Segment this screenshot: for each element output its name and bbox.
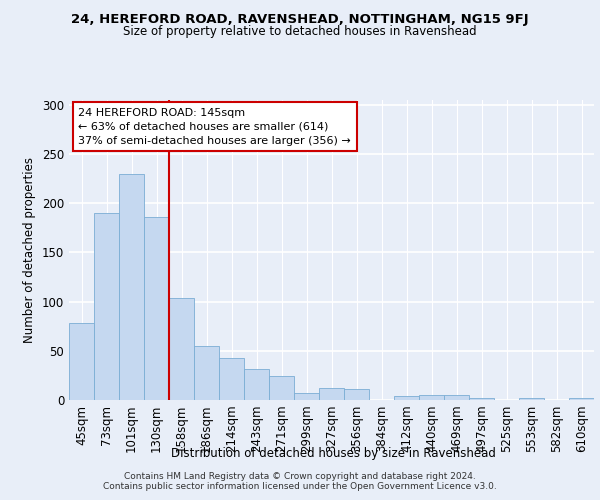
Text: 24 HEREFORD ROAD: 145sqm
← 63% of detached houses are smaller (614)
37% of semi-: 24 HEREFORD ROAD: 145sqm ← 63% of detach… [79,108,351,146]
Bar [569,398,594,400]
Bar [419,395,444,400]
Bar [69,324,94,400]
Bar [244,368,269,400]
Bar [319,388,344,400]
Bar [344,389,369,400]
Bar [519,398,544,400]
Bar [469,398,494,400]
Bar [169,298,194,400]
Bar [219,358,244,400]
Bar [444,395,469,400]
Bar [194,346,219,400]
Text: Size of property relative to detached houses in Ravenshead: Size of property relative to detached ho… [123,25,477,38]
Bar [94,213,119,400]
Bar [294,393,319,400]
Bar [119,174,144,400]
Bar [269,376,294,400]
Text: 24, HEREFORD ROAD, RAVENSHEAD, NOTTINGHAM, NG15 9FJ: 24, HEREFORD ROAD, RAVENSHEAD, NOTTINGHA… [71,12,529,26]
Bar [394,396,419,400]
Y-axis label: Number of detached properties: Number of detached properties [23,157,37,343]
Text: Distribution of detached houses by size in Ravenshead: Distribution of detached houses by size … [170,448,496,460]
Text: Contains HM Land Registry data © Crown copyright and database right 2024.
Contai: Contains HM Land Registry data © Crown c… [103,472,497,491]
Bar [144,217,169,400]
